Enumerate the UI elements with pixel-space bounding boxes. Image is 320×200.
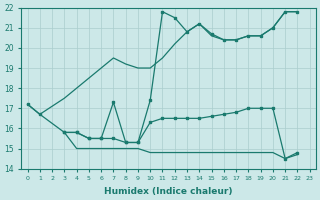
X-axis label: Humidex (Indice chaleur): Humidex (Indice chaleur) bbox=[104, 187, 233, 196]
